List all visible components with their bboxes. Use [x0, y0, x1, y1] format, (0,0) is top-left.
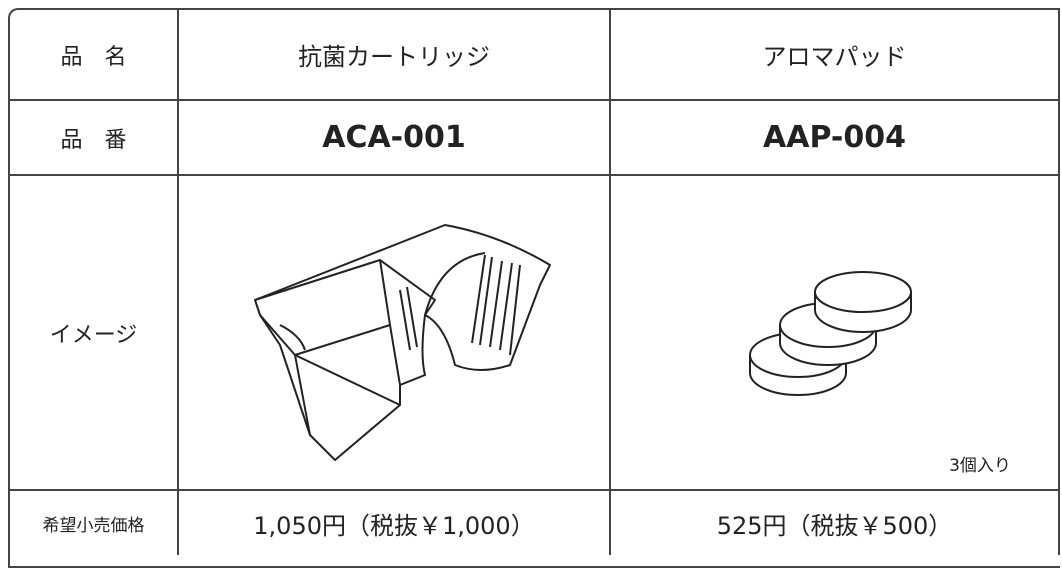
row-label: 品 名: [60, 44, 127, 70]
column-line: [177, 8, 179, 555]
cell: 抗菌カートリッジ: [298, 43, 490, 71]
column-line: [1058, 8, 1060, 555]
cell: ACA-001: [322, 120, 466, 155]
row-label: 希望小売価格: [42, 515, 145, 536]
cartridge-illustration: [254, 224, 551, 461]
cell: アロマパッド: [762, 43, 907, 71]
cell: AAP-004: [763, 120, 906, 155]
column-line: [609, 8, 611, 555]
cell: 525円（税抜￥500）: [716, 511, 953, 540]
spec-table: 品 名 抗菌カートリッジ アロマパッド 品 番 ACA-001 AAP-004 …: [8, 8, 1060, 568]
row-line: [8, 99, 1060, 101]
row-line: [8, 489, 1060, 491]
row-label: イメージ: [49, 322, 138, 348]
pad-illustration: [749, 271, 912, 396]
row-line: [8, 174, 1060, 176]
note: 3個入り: [949, 455, 1011, 476]
cell: 1,050円（税抜￥1,000）: [253, 511, 535, 540]
row-label: 品 番: [60, 127, 127, 153]
